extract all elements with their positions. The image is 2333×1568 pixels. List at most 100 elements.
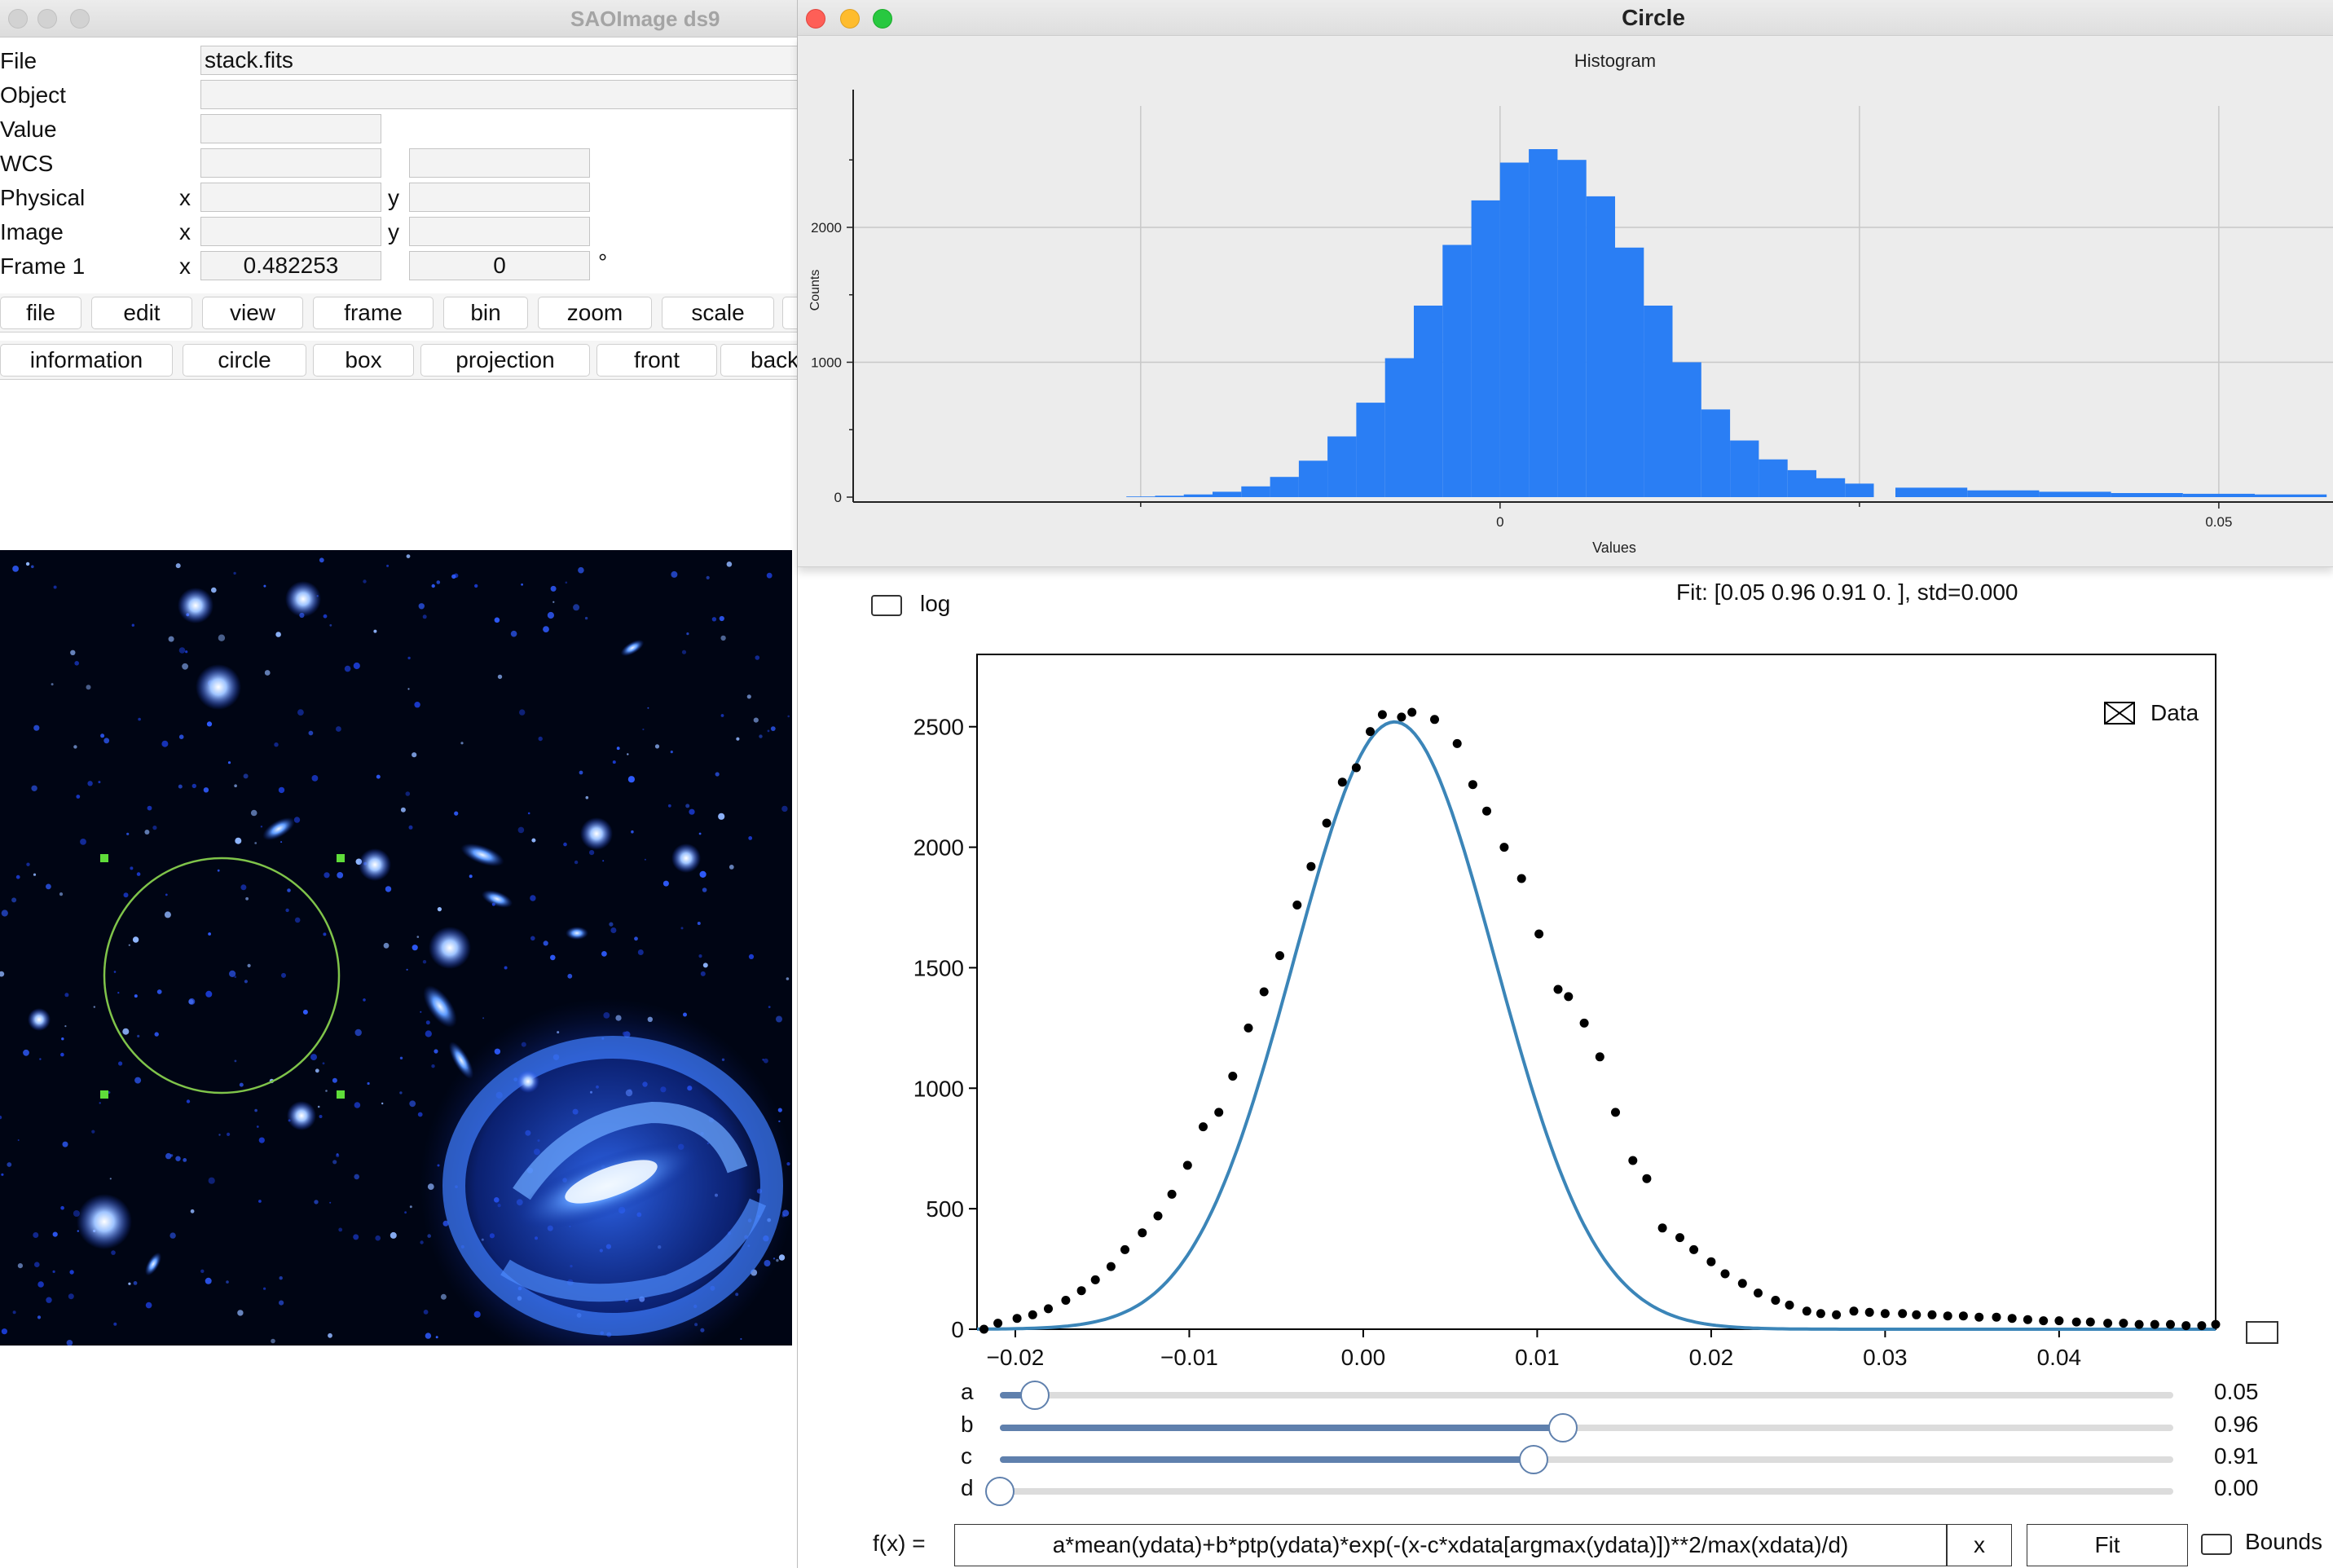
bin-button[interactable]: bin: [443, 297, 528, 329]
region-handle[interactable]: [337, 854, 345, 862]
star: [134, 1077, 142, 1084]
frame-button[interactable]: frame: [313, 297, 434, 329]
star: [12, 1310, 16, 1315]
histogram-bar: [1895, 487, 1968, 497]
star: [287, 888, 291, 892]
clear-formula-button[interactable]: x: [1947, 1524, 2012, 1566]
projection-button[interactable]: projection: [420, 344, 590, 377]
star: [766, 572, 773, 579]
star: [425, 1020, 430, 1025]
star: [325, 1090, 328, 1092]
param-a-slider[interactable]: [1000, 1392, 2173, 1398]
param-c-slider-knob[interactable]: [1519, 1445, 1549, 1474]
data-point: [1579, 1018, 1589, 1028]
star: [412, 752, 417, 758]
param-c-slider[interactable]: [1000, 1456, 2173, 1463]
log-label: log: [920, 591, 951, 616]
minimize-icon[interactable]: [840, 9, 860, 29]
star: [70, 650, 76, 655]
view-button[interactable]: view: [202, 297, 303, 329]
star: [46, 1297, 52, 1303]
close-icon[interactable]: [806, 9, 825, 29]
star: [109, 1178, 112, 1180]
box-button[interactable]: box: [313, 344, 414, 377]
file-button[interactable]: file: [0, 297, 81, 329]
fits-image-canvas[interactable]: [0, 550, 792, 1346]
star: [408, 825, 413, 830]
param-b-slider-knob[interactable]: [1548, 1413, 1578, 1442]
region-handle[interactable]: [100, 854, 108, 862]
star: [567, 973, 573, 979]
data-point: [1675, 1233, 1684, 1243]
star: [208, 932, 211, 936]
object-field: [200, 80, 799, 109]
star: [186, 1099, 191, 1103]
physical-x-field: [200, 183, 381, 212]
star: [353, 662, 360, 670]
star: [578, 566, 584, 574]
data-point: [1564, 992, 1574, 1002]
circle-region[interactable]: [103, 857, 341, 1095]
star: [670, 751, 673, 754]
star: [324, 872, 330, 879]
fit-ytick-label: 0: [951, 1317, 964, 1342]
param-d-slider[interactable]: [1000, 1488, 2173, 1495]
star: [178, 784, 183, 789]
param-a-slider-knob[interactable]: [1020, 1381, 1050, 1410]
front-button[interactable]: front: [596, 344, 717, 377]
data-point: [1754, 1288, 1763, 1298]
star: [425, 1030, 432, 1037]
zoom-icon[interactable]: [70, 9, 90, 29]
star: [437, 907, 442, 912]
edit-button[interactable]: edit: [91, 297, 192, 329]
zoom-button[interactable]: zoom: [538, 297, 652, 329]
star: [418, 603, 425, 610]
circle-window: Circle Histogram 0 1000 2000 0 0.05 Values C…: [797, 0, 2333, 1568]
fit-button[interactable]: Fit: [2027, 1524, 2188, 1566]
information-button[interactable]: information: [0, 344, 173, 377]
star: [11, 897, 17, 903]
star: [165, 1152, 172, 1160]
star: [407, 656, 411, 660]
star: [152, 826, 157, 830]
region-handle[interactable]: [337, 1090, 345, 1099]
data-point: [1214, 1108, 1224, 1117]
star: [169, 1232, 176, 1239]
log-checkbox[interactable]: [871, 595, 902, 616]
fit-result-text: Fit: [0.05 0.96 0.91 0. ], std=0.000: [1676, 579, 2018, 605]
region-handle[interactable]: [100, 1090, 108, 1099]
star: [128, 1282, 131, 1285]
param-b-slider[interactable]: [1000, 1425, 2173, 1431]
circle-button[interactable]: circle: [183, 344, 306, 377]
star: [103, 738, 110, 744]
data-point: [1880, 1309, 1890, 1319]
star: [297, 709, 304, 716]
star: [431, 584, 435, 588]
histogram-chart[interactable]: Histogram 0 1000 2000 0 0.05 Values Counts: [798, 36, 2333, 567]
star: [31, 565, 34, 569]
minimize-icon[interactable]: [37, 9, 57, 29]
small-checkbox[interactable]: [2246, 1321, 2278, 1344]
star: [698, 954, 702, 958]
star: [435, 1336, 438, 1339]
bounds-checkbox[interactable]: [2201, 1534, 2232, 1555]
close-icon[interactable]: [8, 9, 28, 29]
star: [226, 1280, 229, 1284]
data-point: [1407, 707, 1417, 717]
fit-plot[interactable]: 0 500 1000 1500 2000 2500 −0.02 −0.01 0.00 0.01 0.…: [847, 636, 2281, 1369]
scale-button[interactable]: scale: [662, 297, 774, 329]
zoom-icon[interactable]: [873, 9, 892, 29]
star: [239, 1082, 244, 1087]
star: [1, 1173, 4, 1176]
star: [80, 839, 86, 845]
star: [178, 647, 186, 654]
data-point: [1228, 1072, 1238, 1081]
histogram-bar: [2111, 493, 2183, 497]
star: [454, 811, 459, 816]
star: [336, 726, 341, 732]
formula-input[interactable]: a*mean(ydata)+b*ptp(ydata)*exp(-(x-c*xda…: [954, 1524, 1947, 1566]
star: [322, 1062, 325, 1065]
star: [133, 1281, 138, 1285]
param-d-slider-knob[interactable]: [985, 1477, 1015, 1506]
image-label: Image: [0, 219, 64, 244]
